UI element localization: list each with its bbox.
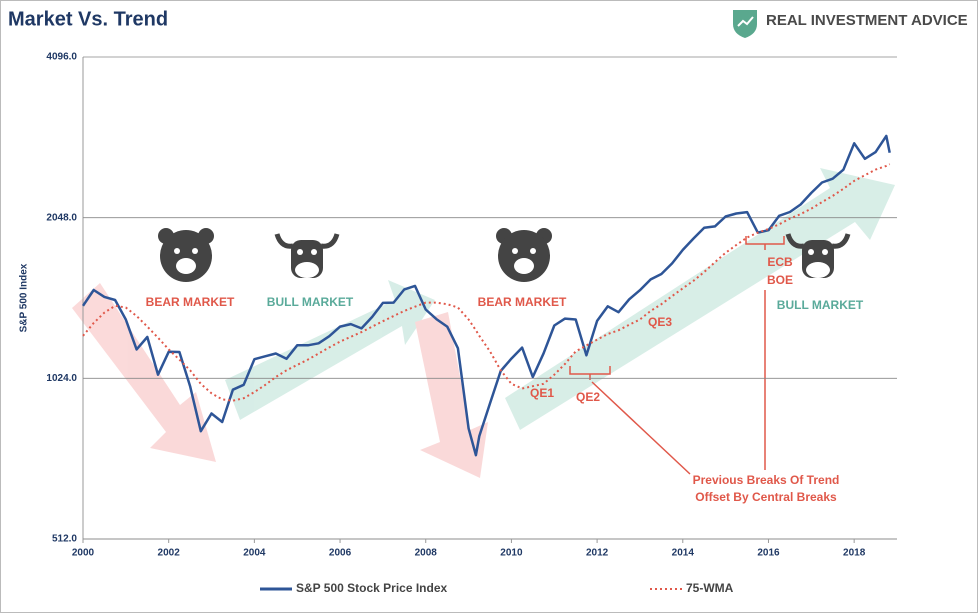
x-tick-label: 2016 — [757, 548, 780, 559]
trend-line — [82, 163, 891, 402]
bear-icon — [158, 228, 214, 282]
y-tick-label: 2048.0 — [46, 212, 77, 223]
logo: REAL INVESTMENT ADVICE — [733, 10, 968, 38]
x-tick-label: 2008 — [415, 548, 438, 559]
y-tick-label: 4096.0 — [46, 52, 77, 63]
price-line — [81, 134, 891, 457]
annotation: BULL MARKET — [777, 298, 864, 312]
bull-arrow — [505, 168, 895, 430]
brand: REAL INVESTMENT ADVICE — [766, 12, 968, 29]
legend: S&P 500 Stock Price Index 75-WMA — [260, 581, 734, 595]
icons — [158, 228, 851, 282]
qe2-bracket — [569, 366, 611, 380]
trend-arrows — [72, 168, 895, 478]
x-tick-label: 2004 — [243, 548, 266, 559]
ecb-bracket — [745, 236, 785, 250]
x-tick-label: 2010 — [500, 548, 523, 559]
legend-label: S&P 500 Stock Price Index — [296, 581, 448, 595]
annotation: BOE — [767, 273, 793, 287]
y-axis-label: S&P 500 Index — [19, 263, 30, 332]
legend-label: 75-WMA — [686, 581, 734, 595]
bear-icon — [496, 228, 552, 282]
annotation: QE3 — [648, 315, 672, 329]
annotation: QE2 — [576, 390, 600, 404]
logo-shield — [733, 10, 757, 38]
annotation: BEAR MARKET — [146, 295, 235, 309]
x-tick-label: 2000 — [72, 548, 95, 559]
bear-arrow — [72, 283, 216, 462]
x-tick-label: 2006 — [329, 548, 352, 559]
annotation: BULL MARKET — [267, 295, 354, 309]
annotation: QE1 — [530, 386, 554, 400]
x-tick-label: 2014 — [672, 548, 695, 559]
chart-title: Market Vs. Trend — [8, 8, 168, 30]
logo-mark — [737, 16, 754, 27]
annotation: ECB — [767, 255, 793, 269]
plot-area: 512.0 1024.0 2048.0 4096.0 2000 2002 2004 2006 2… — [46, 52, 897, 559]
annotation: Previous Breaks Of Trend — [693, 473, 840, 487]
x-tick-label: 2002 — [158, 548, 181, 559]
connector — [591, 381, 691, 475]
x-tick-label: 2012 — [586, 548, 609, 559]
bull-icon — [274, 233, 340, 278]
bull-arrow — [225, 280, 435, 420]
y-tick-label: 1024.0 — [46, 373, 77, 384]
x-tick-label: 2018 — [843, 548, 866, 559]
annotation: BEAR MARKET — [478, 295, 567, 309]
y-tick-label: 512.0 — [52, 534, 77, 545]
annotation: Offset By Central Breaks — [695, 490, 837, 504]
brackets — [569, 236, 785, 475]
bull-icon — [785, 233, 851, 278]
